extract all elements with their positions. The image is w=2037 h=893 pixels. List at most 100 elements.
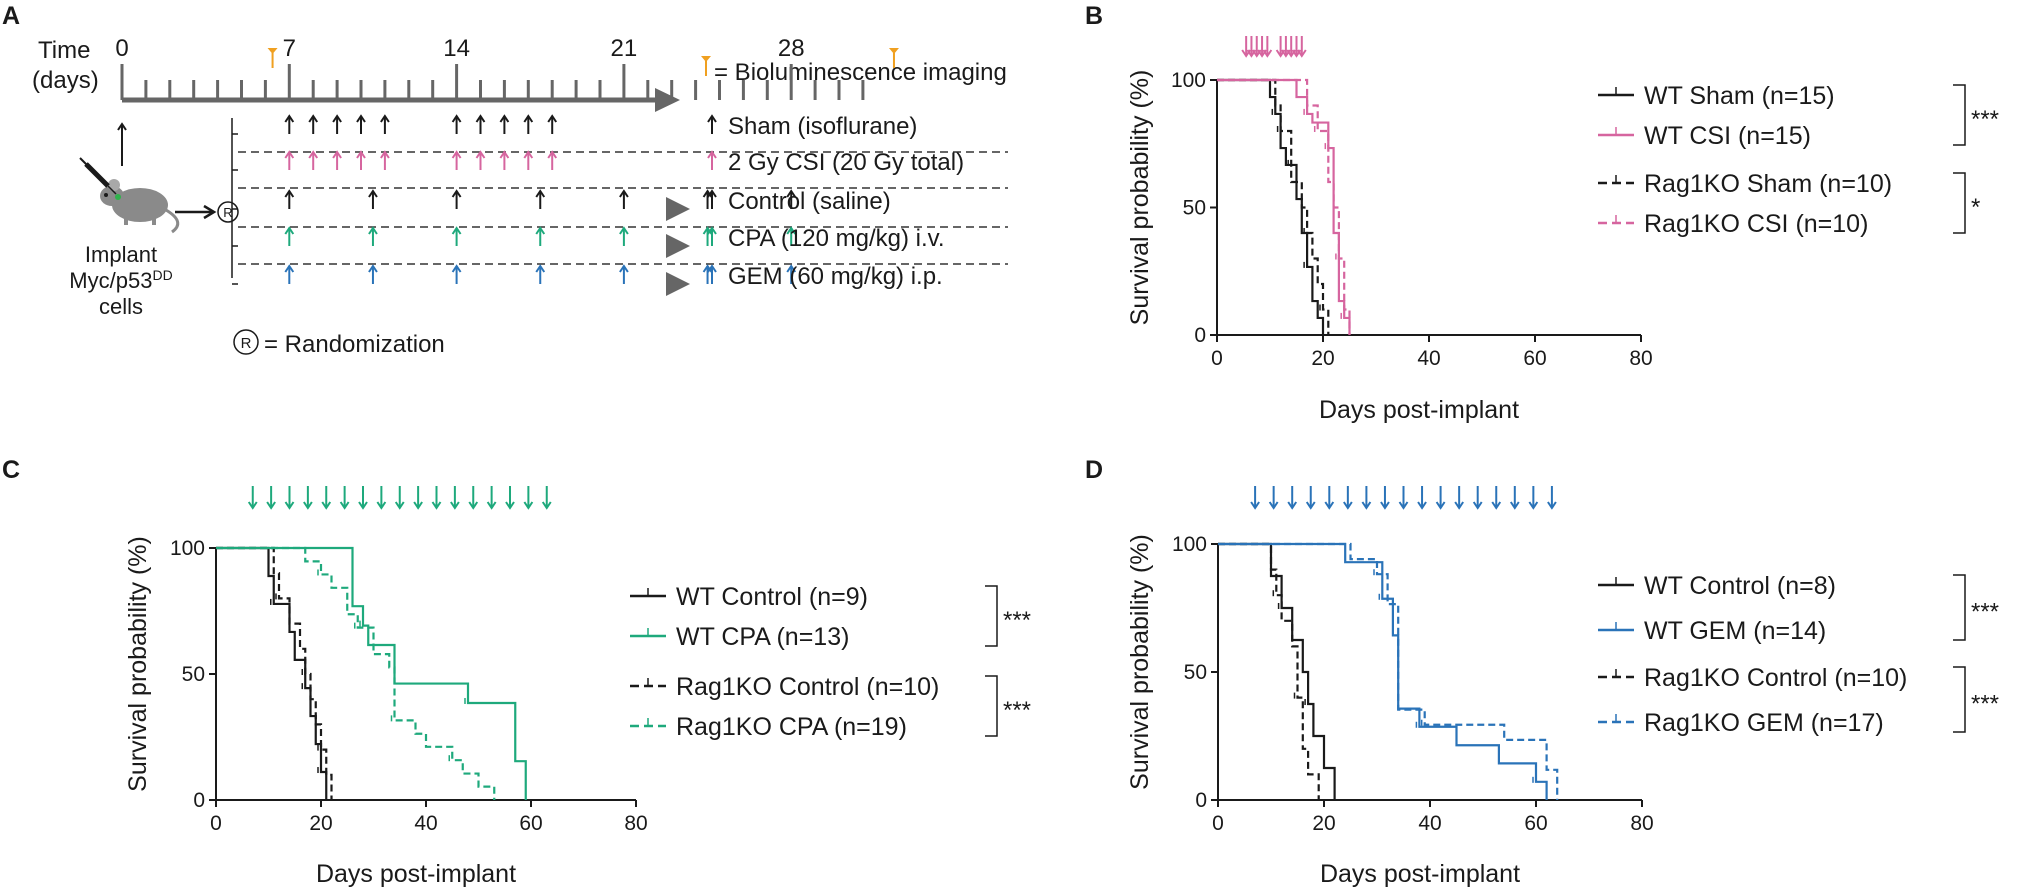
significance-bracket [985,585,998,647]
legend-dose-arrow [707,264,717,284]
significance-bracket [1953,84,1966,146]
dose-arrow [535,226,546,246]
legend-label: WT Control (n=9) [676,583,868,611]
x-tick-label: 80 [1629,347,1652,370]
legend-dose-arrow [707,114,717,134]
survival-curve [1217,78,1351,335]
imaging-legend-label: = Bioluminescence imaging [714,59,1007,86]
dose-arrow [451,114,462,134]
legend-label: WT Sham (n=15) [1644,82,1835,110]
treatment-arrow [1343,486,1353,510]
treatment-arrow-head [1343,501,1353,510]
y-tick-label: 100 [1171,69,1206,92]
significance-label: *** [1003,607,1031,634]
significance-bracket [985,675,998,737]
survival-curve [216,546,496,800]
treatment-arrow [321,486,332,510]
dose-arrow-head [547,150,558,159]
dose-arrow [451,150,462,170]
dose-arrow [475,114,486,134]
dose-arrow-head [284,264,295,273]
dose-arrow [523,114,534,134]
treatment-arrow-head [1528,501,1539,510]
dose-arrow [308,150,319,170]
treatment-arrow [431,486,442,510]
treatment-arrow-head [523,501,534,510]
treatment-arrow-head [1417,501,1427,510]
dose-arrow [451,189,462,209]
legend-dose-arrow [707,226,717,246]
dose-arrow-head [535,264,546,273]
dose-arrow [284,264,295,284]
imaging-marker-icon [888,48,899,68]
treatment-arrow [339,486,350,510]
treatment-arrow-head [321,501,332,510]
treatment-arrow [394,486,405,510]
arm-row: Control (saline) [232,188,1008,228]
implant-label-line-3: cells [99,294,143,319]
y-tick-label: 0 [1194,324,1206,347]
treatment-arrow-head [358,501,368,510]
treatment-arrow [523,486,534,510]
treatment-arrow-head [486,501,497,510]
treatment-arrow-head [431,501,442,510]
treatment-arrow [413,486,423,510]
dose-arrow-head [451,150,462,159]
treatment-arrow [1250,486,1260,510]
dose-arrow [368,264,378,284]
dose-arrow-head [332,114,342,123]
treatment-arrow [1268,486,1279,510]
dose-arrow-head [284,226,295,235]
timeline-tick-label: 21 [611,35,638,62]
randomization-icon [217,201,239,223]
treatment-arrow-head [1324,501,1335,510]
treatment-arrow-head [1305,501,1316,510]
x-tick-label: 60 [1523,347,1546,370]
survival-curve [216,546,527,800]
legend-label: Rag1KO Control (n=10) [1644,664,1907,692]
dose-arrow [451,226,462,246]
y-tick-label: 100 [170,537,205,560]
dose-arrow-head [786,264,797,273]
implant-label-line-2: Myc/p53DD [69,267,172,293]
legend-label: Rag1KO CSI (n=10) [1644,210,1868,238]
implant-arrow-up-head [117,122,127,131]
treatment-schematic: Time (days) Implant Myc/p53DD cells = Ra… [32,35,1008,358]
dose-arrow [284,150,295,170]
timeline-tick-label: 7 [283,35,296,62]
treatment-arrow-head [505,501,515,510]
dose-arrow [284,189,295,209]
treatment-arrow-head [376,501,387,510]
dose-arrow-head [523,150,534,159]
treatment-arrow [1547,486,1557,510]
dose-arrow [284,226,295,246]
dose-arrow-head [368,226,378,235]
treatment-arrow [541,486,552,510]
dose-arrow-head [451,226,462,235]
dose-arrow-head [380,114,390,123]
dose-arrow [547,114,558,134]
dose-arrow-head [535,226,546,235]
legend-dose-arrow-head [707,114,717,123]
x-tick-label: 20 [1312,812,1335,835]
treatment-arrow-head [468,501,479,510]
x-axis-title: Days post-implant [1320,860,1520,888]
arm-row: GEM (60 mg/kg) i.p. [232,263,943,296]
treatment-arrow-head [450,501,460,510]
timeline-arrowhead [655,88,680,112]
dose-arrow [332,150,342,170]
x-tick-label: 20 [1311,347,1334,370]
treatment-arrow [1528,486,1539,510]
timeline-tick-label: 0 [115,35,128,62]
dose-arrow-head [619,264,629,273]
randomization-symbol: R [223,205,232,220]
syringe-icon [79,157,121,200]
y-axis-title: Survival probability (%) [1126,534,1154,790]
significance-label: *** [1971,106,1999,133]
dose-arrow-head [380,150,390,159]
arm-label: Sham (isoflurane) [728,113,917,140]
x-tick-label: 40 [414,812,437,835]
x-axis-title: Days post-implant [1319,396,1519,424]
arm-label: CPA (120 mg/kg) i.v. [728,225,945,252]
